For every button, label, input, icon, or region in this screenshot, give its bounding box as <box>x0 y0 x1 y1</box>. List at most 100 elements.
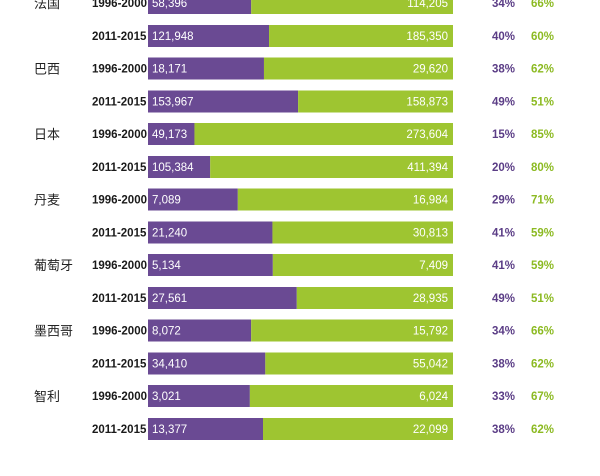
bar-segment-first <box>148 123 195 145</box>
percent-label-second: 62% <box>531 359 554 371</box>
bar-segment-first <box>148 254 273 276</box>
bar-segment-first <box>148 319 252 342</box>
bar-segment-second <box>237 188 453 211</box>
percent-label-first: 34% <box>492 0 515 10</box>
value-label-second: 30,813 <box>413 228 448 240</box>
value-label-first: 3,021 <box>152 391 181 403</box>
country-group: 智利 1996-2000 3,021 6,024 33% 67% 2011-2015 13,3… <box>34 385 554 440</box>
percent-label-first: 20% <box>492 162 515 174</box>
percent-label-second: 51% <box>531 97 554 109</box>
percent-label-second: 59% <box>531 228 554 240</box>
percent-label-first: 33% <box>492 391 515 403</box>
bar-segment-second <box>269 25 453 47</box>
percent-label-second: 62% <box>531 424 554 436</box>
percent-label-first: 29% <box>492 195 515 207</box>
value-label-second: 7,409 <box>419 260 448 272</box>
value-label-first: 58,396 <box>152 0 187 10</box>
value-label-second: 411,394 <box>407 162 448 174</box>
bar-segment-second <box>194 123 453 145</box>
value-label-first: 49,173 <box>152 129 187 141</box>
value-label-second: 15,792 <box>413 326 448 338</box>
bar-segment-second <box>298 90 453 113</box>
bar-segment-second <box>251 319 453 342</box>
percent-label-second: 66% <box>531 326 554 338</box>
percent-label-first: 41% <box>492 228 515 240</box>
bar-segment-second <box>272 221 453 244</box>
bar-segment-first <box>148 57 264 80</box>
percent-label-first: 38% <box>492 359 515 371</box>
percent-label-second: 66% <box>531 0 554 10</box>
percent-label-first: 41% <box>492 260 515 272</box>
percent-label-first: 38% <box>492 424 515 436</box>
period-label: 2011-2015 <box>92 31 147 43</box>
value-label-first: 7,089 <box>152 195 181 207</box>
country-label: 巴西 <box>34 63 60 78</box>
percent-label-second: 85% <box>531 129 554 141</box>
percent-label-first: 40% <box>492 31 515 43</box>
country-label: 丹麦 <box>34 194 60 209</box>
bar-segment-first <box>148 287 297 309</box>
value-label-second: 114,205 <box>407 0 448 10</box>
period-label: 2011-2015 <box>92 359 147 371</box>
value-label-first: 153,967 <box>152 97 194 109</box>
period-label: 1996-2000 <box>92 129 147 141</box>
percent-label-first: 49% <box>492 97 515 109</box>
value-label-second: 158,873 <box>406 97 448 109</box>
period-label: 1996-2000 <box>92 0 147 10</box>
bar-segment-second <box>210 156 453 178</box>
bar-segment-second <box>296 287 453 309</box>
country-label: 日本 <box>34 128 60 143</box>
percent-label-first: 15% <box>492 129 515 141</box>
country-group: 丹麦 1996-2000 7,089 16,984 29% 71% 2011-2015 21,… <box>34 188 554 244</box>
percent-label-first: 49% <box>492 293 515 305</box>
bar-segment-second <box>249 385 453 407</box>
period-label: 1996-2000 <box>92 64 147 76</box>
value-label-first: 27,561 <box>152 293 187 305</box>
period-label: 2011-2015 <box>92 228 147 240</box>
percent-label-second: 67% <box>531 391 554 403</box>
country-group: 巴西 1996-2000 18,171 29,620 38% 62% 2011-2015 15… <box>34 57 554 113</box>
value-label-first: 5,134 <box>152 260 181 272</box>
country-group: 日本 1996-2000 49,173 273,604 15% 85% 2011-2015 1… <box>34 123 554 178</box>
period-label: 1996-2000 <box>92 195 147 207</box>
bar-segment-second <box>263 418 453 440</box>
value-label-second: 22,099 <box>413 424 448 436</box>
period-label: 2011-2015 <box>92 293 147 305</box>
bar-segment-first <box>148 418 264 440</box>
country-group: 葡萄牙 1996-2000 5,134 7,409 41% 59% 2011-2015 27,… <box>34 254 554 309</box>
value-label-second: 273,604 <box>406 129 448 141</box>
percent-label-first: 34% <box>492 326 515 338</box>
country-label: 墨西哥 <box>34 325 73 340</box>
percent-label-second: 60% <box>531 31 554 43</box>
country-group: 法国 1996-2000 58,396 114,205 34% 66% 2011-2015 1… <box>34 0 554 47</box>
country-label: 法国 <box>34 0 60 12</box>
value-label-first: 13,377 <box>152 424 187 436</box>
country-group: 墨西哥 1996-2000 8,072 15,792 34% 66% 2011-2015 34… <box>34 319 554 375</box>
value-label-first: 105,384 <box>152 162 194 174</box>
percent-label-second: 51% <box>531 293 554 305</box>
bar-segment-first <box>148 221 273 244</box>
period-label: 1996-2000 <box>92 260 147 272</box>
value-label-second: 29,620 <box>413 64 448 76</box>
period-label: 2011-2015 <box>92 162 147 174</box>
percent-label-second: 71% <box>531 195 554 207</box>
value-label-second: 16,984 <box>413 195 449 207</box>
bar-segment-first <box>148 352 266 375</box>
value-label-first: 18,171 <box>152 64 187 76</box>
percent-label-first: 38% <box>492 64 515 76</box>
period-label: 1996-2000 <box>92 326 147 338</box>
value-label-second: 28,935 <box>413 293 448 305</box>
bar-segment-second <box>263 57 453 80</box>
percent-label-second: 80% <box>531 162 554 174</box>
bar-segment-first <box>148 90 299 113</box>
bar-segment-second <box>265 352 453 375</box>
percent-label-second: 59% <box>531 260 554 272</box>
country-label: 智利 <box>34 390 60 405</box>
value-label-first: 21,240 <box>152 228 187 240</box>
value-label-first: 34,410 <box>152 359 187 371</box>
bar-segment-first <box>148 385 250 407</box>
bar-segment-first <box>148 188 238 211</box>
bar-segment-first <box>148 156 211 178</box>
value-label-second: 6,024 <box>419 391 448 403</box>
